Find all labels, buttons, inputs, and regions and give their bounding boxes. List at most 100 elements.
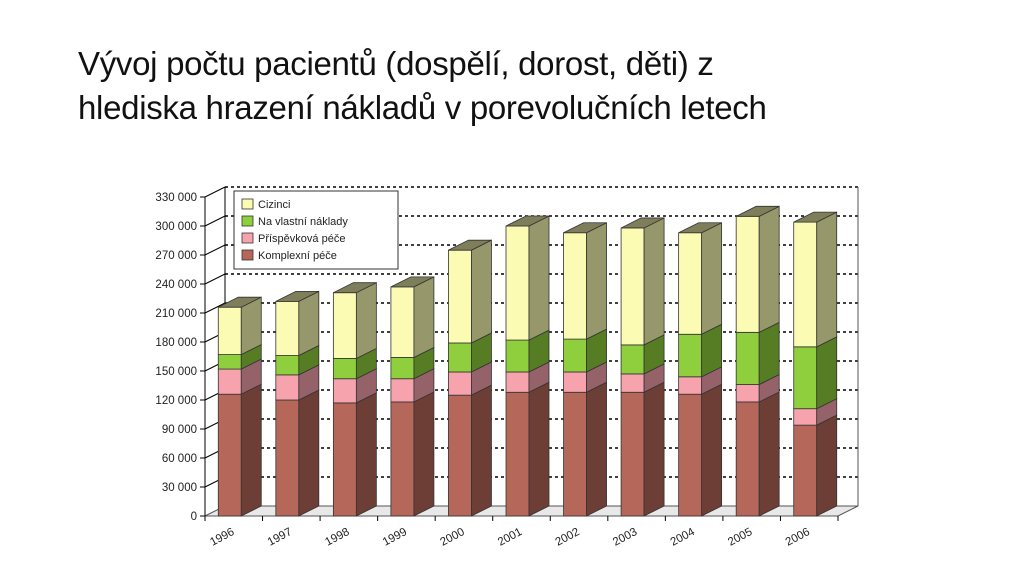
legend-swatch bbox=[241, 232, 254, 244]
bar-segment bbox=[505, 391, 530, 517]
bar-segment bbox=[332, 292, 357, 359]
bar-top bbox=[390, 276, 435, 288]
bar-segment-side bbox=[298, 290, 320, 357]
bar-segment bbox=[217, 368, 242, 395]
bar-segment bbox=[793, 221, 818, 348]
gridline-depth bbox=[204, 215, 226, 227]
bar-top bbox=[678, 222, 722, 234]
legend-swatch bbox=[241, 215, 254, 227]
bar-segment-side bbox=[816, 414, 838, 517]
bar-segment-side bbox=[298, 389, 320, 517]
y-tick-label: 150 000 bbox=[155, 366, 197, 378]
bar-segment bbox=[505, 225, 530, 341]
bar-top bbox=[620, 217, 665, 229]
bar-segment-side bbox=[355, 282, 377, 360]
bar-segment bbox=[678, 333, 703, 378]
x-tick-label: 2006 bbox=[784, 526, 812, 549]
bar-segment bbox=[620, 344, 645, 375]
bar-segment-side bbox=[758, 391, 780, 517]
bar-segment bbox=[275, 374, 300, 401]
gridline-depth bbox=[204, 302, 226, 314]
bar-segment bbox=[275, 399, 300, 517]
bar-segment bbox=[390, 378, 415, 403]
y-tick-label: 60 000 bbox=[162, 453, 197, 465]
bar-segment bbox=[332, 378, 357, 404]
bar-segment bbox=[332, 358, 357, 380]
bar-segment bbox=[678, 376, 703, 395]
bar-segment bbox=[563, 391, 587, 517]
bar-top bbox=[218, 296, 262, 308]
gridline-depth bbox=[204, 186, 226, 198]
legend-label: Příspěvková péče bbox=[258, 233, 345, 245]
y-tick-label: 180 000 bbox=[155, 337, 197, 349]
x-tick-label: 1997 bbox=[266, 526, 294, 549]
bar-segment bbox=[448, 342, 472, 373]
bar-segment-side bbox=[758, 205, 780, 333]
bar-segment bbox=[390, 286, 415, 358]
x-tick-label: 2004 bbox=[669, 526, 698, 549]
legend-label: Komplexní péče bbox=[258, 250, 337, 262]
y-tick-label: 120 000 bbox=[155, 395, 197, 407]
bar-top bbox=[736, 205, 780, 217]
bar-segment-side bbox=[528, 381, 550, 517]
bar-segment bbox=[678, 232, 703, 335]
bar-segment-side bbox=[758, 321, 780, 386]
bar-segment-side bbox=[816, 211, 838, 348]
bar-segment bbox=[217, 354, 242, 370]
bar-segment bbox=[448, 371, 472, 396]
bar-top bbox=[505, 215, 550, 227]
bar-segment bbox=[735, 401, 760, 517]
y-tick-label: 210 000 bbox=[155, 308, 197, 320]
title-line-1: Vývoj počtu pacientů (dospělí, dorost, d… bbox=[78, 45, 714, 82]
bar-segment-side bbox=[701, 222, 723, 335]
y-tick-label: 0 bbox=[191, 511, 197, 523]
y-tick-label: 330 000 bbox=[155, 192, 197, 204]
bar-segment bbox=[563, 338, 587, 373]
bar-segment bbox=[505, 339, 530, 373]
bar-segment bbox=[735, 215, 760, 333]
x-tick-label: 1999 bbox=[381, 526, 409, 549]
bar-segment bbox=[735, 331, 760, 385]
bar-segment bbox=[390, 357, 415, 380]
bar-segment bbox=[563, 232, 587, 340]
legend-label: Na vlastní náklady bbox=[258, 216, 348, 228]
y-tick-label: 30 000 bbox=[162, 482, 197, 494]
bar-segment-side bbox=[586, 222, 607, 340]
legend-box bbox=[233, 190, 399, 270]
bar-top bbox=[793, 211, 837, 223]
bar-segment-side bbox=[240, 383, 262, 517]
x-tick-label: 2001 bbox=[496, 526, 524, 549]
x-tick-label: 1998 bbox=[323, 526, 351, 549]
x-tick-label: 2003 bbox=[611, 526, 639, 549]
gridline-depth bbox=[204, 273, 226, 285]
x-tick-label: 2000 bbox=[438, 526, 466, 549]
x-tick-label: 2005 bbox=[726, 526, 754, 549]
title-line-2: hlediska hrazení nákladů v porevolučních… bbox=[78, 89, 767, 126]
bar-segment bbox=[275, 355, 300, 376]
bar-segment bbox=[620, 227, 645, 346]
y-tick-label: 240 000 bbox=[155, 279, 197, 291]
bar-top bbox=[275, 290, 319, 302]
bar-segment-side bbox=[528, 215, 550, 341]
bar-segment bbox=[332, 402, 357, 517]
bar-segment-side bbox=[816, 336, 838, 410]
bar-segment bbox=[735, 384, 760, 403]
gridline-depth bbox=[204, 244, 226, 256]
legend-swatch bbox=[241, 249, 254, 261]
bar-segment bbox=[620, 391, 645, 517]
bar-segment bbox=[390, 401, 415, 517]
bar-segment bbox=[275, 300, 300, 356]
bar-segment bbox=[563, 371, 587, 393]
legend-label: Cizinci bbox=[258, 199, 290, 211]
bar-segment-side bbox=[413, 276, 435, 359]
x-tick-label: 1996 bbox=[208, 526, 236, 549]
bar-segment-side bbox=[643, 381, 665, 517]
bar-segment bbox=[793, 424, 818, 517]
bar-segment-side bbox=[701, 383, 723, 517]
legend-swatch bbox=[241, 198, 254, 210]
y-tick-label: 90 000 bbox=[162, 424, 197, 436]
bar-segment bbox=[505, 371, 530, 393]
bar-segment-side bbox=[643, 217, 665, 346]
bar-segment-side bbox=[471, 384, 492, 517]
